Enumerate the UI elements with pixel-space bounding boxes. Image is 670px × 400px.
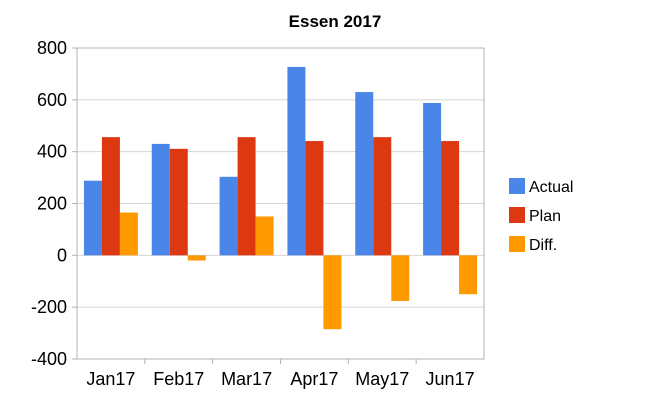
bar-diff-may17 — [391, 255, 410, 301]
y-tick-label: 0 — [57, 245, 67, 265]
bar-plan-apr17 — [305, 141, 324, 256]
bar-actual-jan17 — [83, 180, 102, 256]
legend: Actual Plan Diff. — [509, 178, 573, 254]
bar-actual-mar17 — [219, 176, 238, 256]
y-tick-label: 800 — [37, 38, 67, 58]
x-tick-label: Mar17 — [221, 369, 272, 389]
y-tick-label: -400 — [31, 349, 67, 369]
legend-label: Actual — [529, 179, 573, 196]
bar-diff-apr17 — [323, 255, 342, 330]
y-tick-label: 400 — [37, 142, 67, 162]
bar-actual-feb17 — [151, 143, 170, 256]
bar-plan-jan17 — [101, 137, 120, 256]
x-axis-ticks: Jan17 Feb17 Mar17 Apr17 May17 Jun17 — [86, 369, 474, 389]
bar-diff-jan17 — [119, 212, 138, 256]
bar-plan-jun17 — [441, 141, 460, 256]
x-tick-label: Apr17 — [290, 369, 338, 389]
bar-plan-may17 — [373, 137, 392, 256]
legend-label: Diff. — [529, 237, 557, 254]
y-tick-label: 600 — [37, 90, 67, 110]
chart-title: Essen 2017 — [289, 12, 382, 31]
x-tick-label: Feb17 — [153, 369, 204, 389]
legend-swatch — [509, 207, 525, 223]
bar-actual-may17 — [355, 92, 374, 256]
bar-actual-jun17 — [423, 102, 442, 256]
bar-plan-mar17 — [237, 137, 256, 256]
bar-diff-feb17 — [187, 255, 206, 261]
bar-diff-mar17 — [255, 216, 274, 256]
legend-label: Plan — [529, 208, 561, 225]
gridlines — [72, 47, 485, 364]
x-tick-label: Jan17 — [86, 369, 135, 389]
x-tick-label: May17 — [355, 369, 409, 389]
y-tick-label: 200 — [37, 194, 67, 214]
bar-actual-apr17 — [287, 66, 306, 256]
x-tick-label: Jun17 — [426, 369, 475, 389]
bar-diff-jun17 — [459, 255, 478, 295]
bars — [83, 66, 478, 330]
bar-plan-feb17 — [169, 148, 188, 256]
y-tick-label: -200 — [31, 297, 67, 317]
y-axis-ticks: -400 -200 0 200 400 600 800 — [31, 38, 67, 369]
legend-swatch — [509, 236, 525, 252]
legend-swatch — [509, 178, 525, 194]
